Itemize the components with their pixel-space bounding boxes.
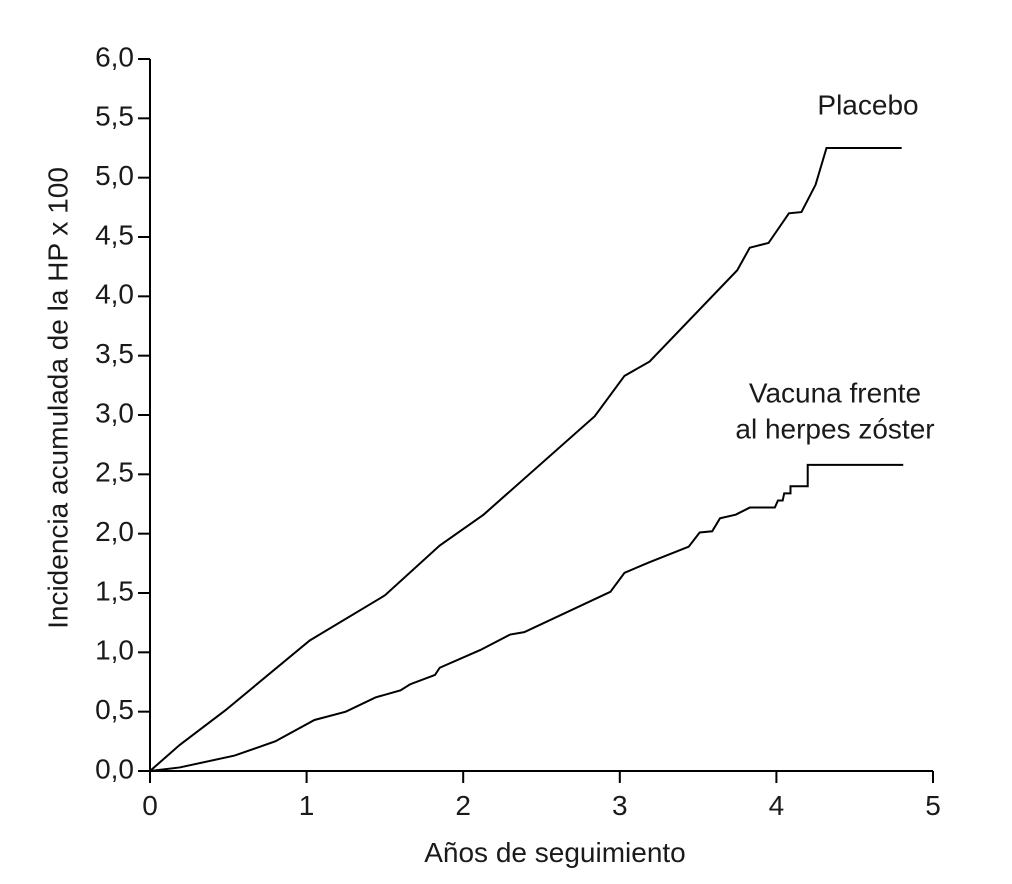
y-tick-label: 6,0 [95, 41, 134, 72]
y-tick-label: 0,5 [95, 694, 134, 725]
y-tick-label: 2,5 [95, 457, 134, 488]
series-line [149, 147, 902, 772]
series-line [149, 463, 904, 772]
y-tick-label: 2,0 [95, 516, 134, 547]
series-label: Vacuna frente [749, 377, 921, 408]
y-tick-label: 5,0 [95, 160, 134, 191]
y-tick-label: 4,5 [95, 219, 134, 250]
x-tick-label: 4 [769, 790, 785, 821]
series-label: al herpes zóster [735, 413, 934, 444]
y-tick-label: 0,0 [95, 753, 134, 784]
x-tick-label: 0 [142, 790, 158, 821]
x-axis-label: Años de seguimiento [424, 837, 686, 868]
y-tick-label: 3,5 [95, 338, 134, 369]
y-tick-label: 3,0 [95, 397, 134, 428]
x-tick-label: 5 [925, 790, 941, 821]
series-label: Placebo [817, 89, 918, 120]
y-tick-label: 4,0 [95, 279, 134, 310]
x-tick-label: 1 [299, 790, 315, 821]
y-axis-label: Incidencia acumulada de la HP x 100 [42, 167, 73, 629]
x-tick-label: 2 [455, 790, 471, 821]
y-tick-label: 1,5 [95, 575, 134, 606]
y-tick-label: 1,0 [95, 635, 134, 666]
x-tick-label: 3 [612, 790, 628, 821]
y-tick-label: 5,5 [95, 101, 134, 132]
